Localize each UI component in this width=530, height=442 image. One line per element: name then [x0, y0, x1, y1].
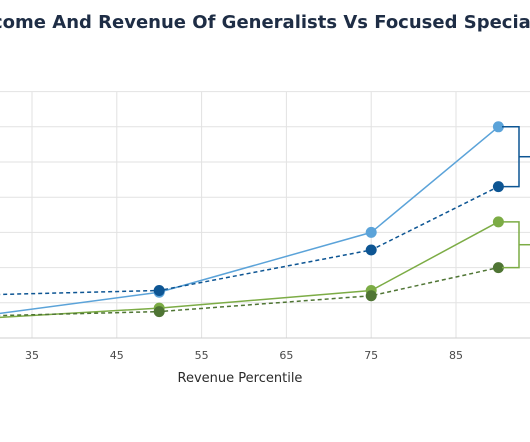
series-line: [0, 126, 499, 315]
series-point: [365, 226, 377, 238]
x-tick-label: 85: [449, 349, 463, 362]
series-point: [492, 121, 504, 133]
series-point: [153, 306, 165, 318]
series-layer: [0, 121, 504, 319]
x-tick-label: 55: [195, 349, 209, 362]
series-point: [492, 216, 504, 228]
series-point: [492, 181, 504, 193]
bracket-layer: [502, 126, 530, 269]
x-tick-label: 75: [364, 349, 378, 362]
x-axis-label: Revenue Percentile: [177, 371, 303, 386]
x-tick-label: 35: [25, 349, 39, 362]
bracket: [502, 221, 520, 269]
series-point: [492, 262, 504, 274]
chart-title: come And Revenue Of Generalists Vs Focus…: [0, 12, 530, 33]
series-point: [153, 284, 165, 296]
series-point: [365, 290, 377, 302]
series-point: [365, 244, 377, 256]
series-line: [0, 266, 499, 317]
x-tick-label: 65: [279, 349, 293, 362]
series-line: [0, 185, 499, 296]
grid: [0, 91, 530, 338]
x-tick-labels: 3545556575859: [25, 349, 463, 362]
x-tick-label: 45: [110, 349, 124, 362]
bracket: [502, 126, 520, 188]
